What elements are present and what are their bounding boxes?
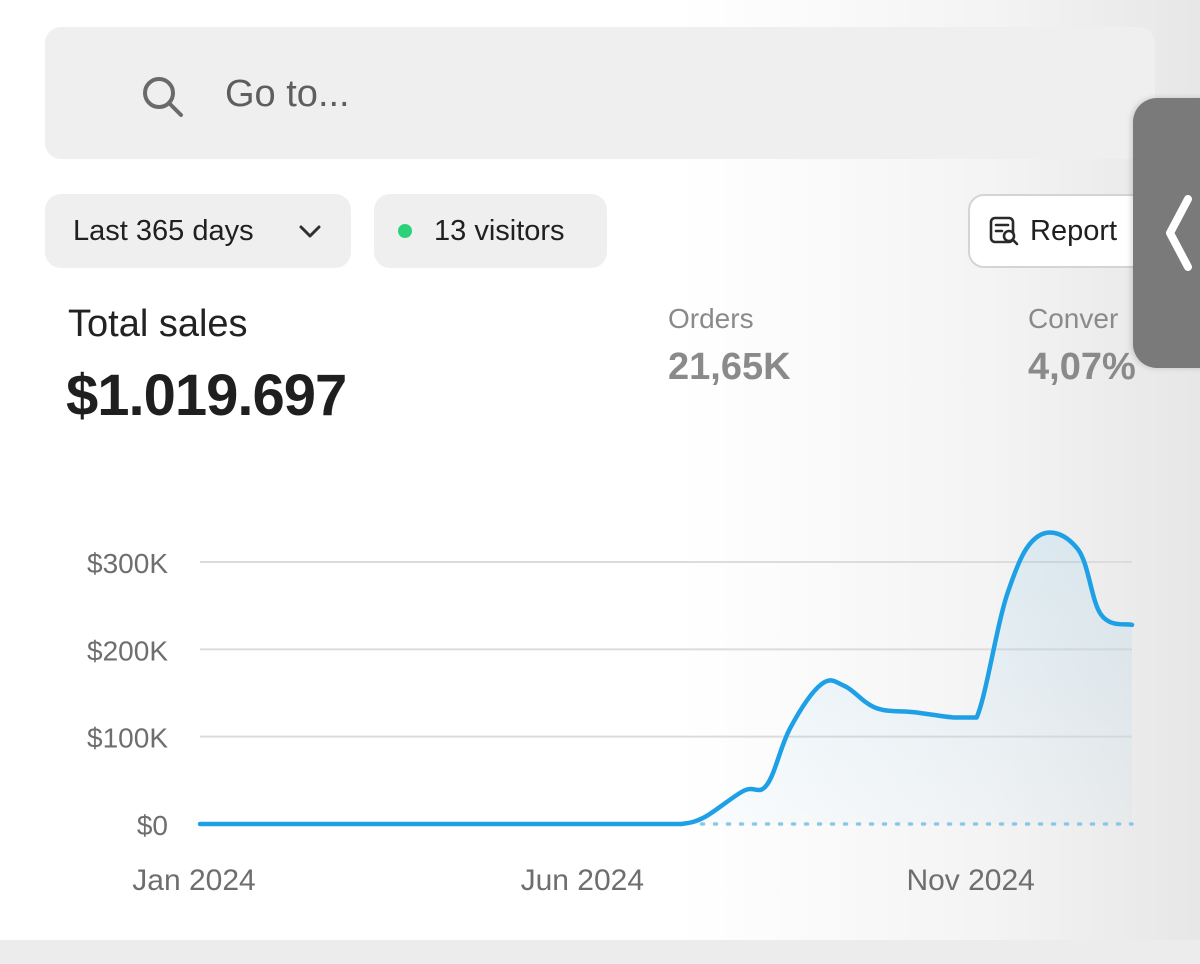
y-tick-label: $200K bbox=[87, 635, 168, 666]
visitors-label: 13 visitors bbox=[434, 214, 565, 247]
live-status-dot bbox=[398, 224, 412, 238]
sales-series-line bbox=[197, 530, 1135, 827]
y-tick-label: $100K bbox=[87, 723, 168, 754]
y-tick-label: $0 bbox=[137, 810, 168, 841]
sales-chart: $0 $100K $200K $300K Jan 2024 Jun 2024 Nov 20… bbox=[87, 530, 1135, 897]
total-sales-value: $1.019.697 bbox=[66, 363, 347, 428]
bottom-bar bbox=[0, 940, 1200, 964]
date-range-dropdown[interactable]: Last 365 days bbox=[45, 194, 351, 268]
live-visitors-badge[interactable]: 13 visitors bbox=[374, 194, 607, 268]
date-range-label: Last 365 days bbox=[73, 214, 254, 247]
conversion-value: 4,07% bbox=[1028, 346, 1136, 388]
report-icon bbox=[989, 216, 1019, 246]
orders-label: Orders bbox=[668, 303, 754, 334]
report-label: Report bbox=[1030, 214, 1118, 247]
search-bar[interactable] bbox=[45, 27, 1155, 159]
orders-value: 21,65K bbox=[668, 346, 791, 388]
chevron-left-icon bbox=[1166, 195, 1192, 271]
x-tick-label: Jan 2024 bbox=[132, 864, 255, 897]
conversion-label: Conver bbox=[1028, 303, 1119, 334]
search-input[interactable] bbox=[225, 67, 1025, 121]
chevron-down-icon bbox=[299, 225, 321, 238]
x-tick-label: Nov 2024 bbox=[906, 864, 1034, 897]
x-tick-label: Jun 2024 bbox=[521, 864, 644, 897]
total-sales-label: Total sales bbox=[68, 303, 248, 345]
y-tick-label: $300K bbox=[87, 548, 168, 579]
series-area bbox=[681, 532, 1132, 824]
search-icon bbox=[143, 77, 183, 117]
side-drawer-handle[interactable] bbox=[1133, 98, 1200, 368]
